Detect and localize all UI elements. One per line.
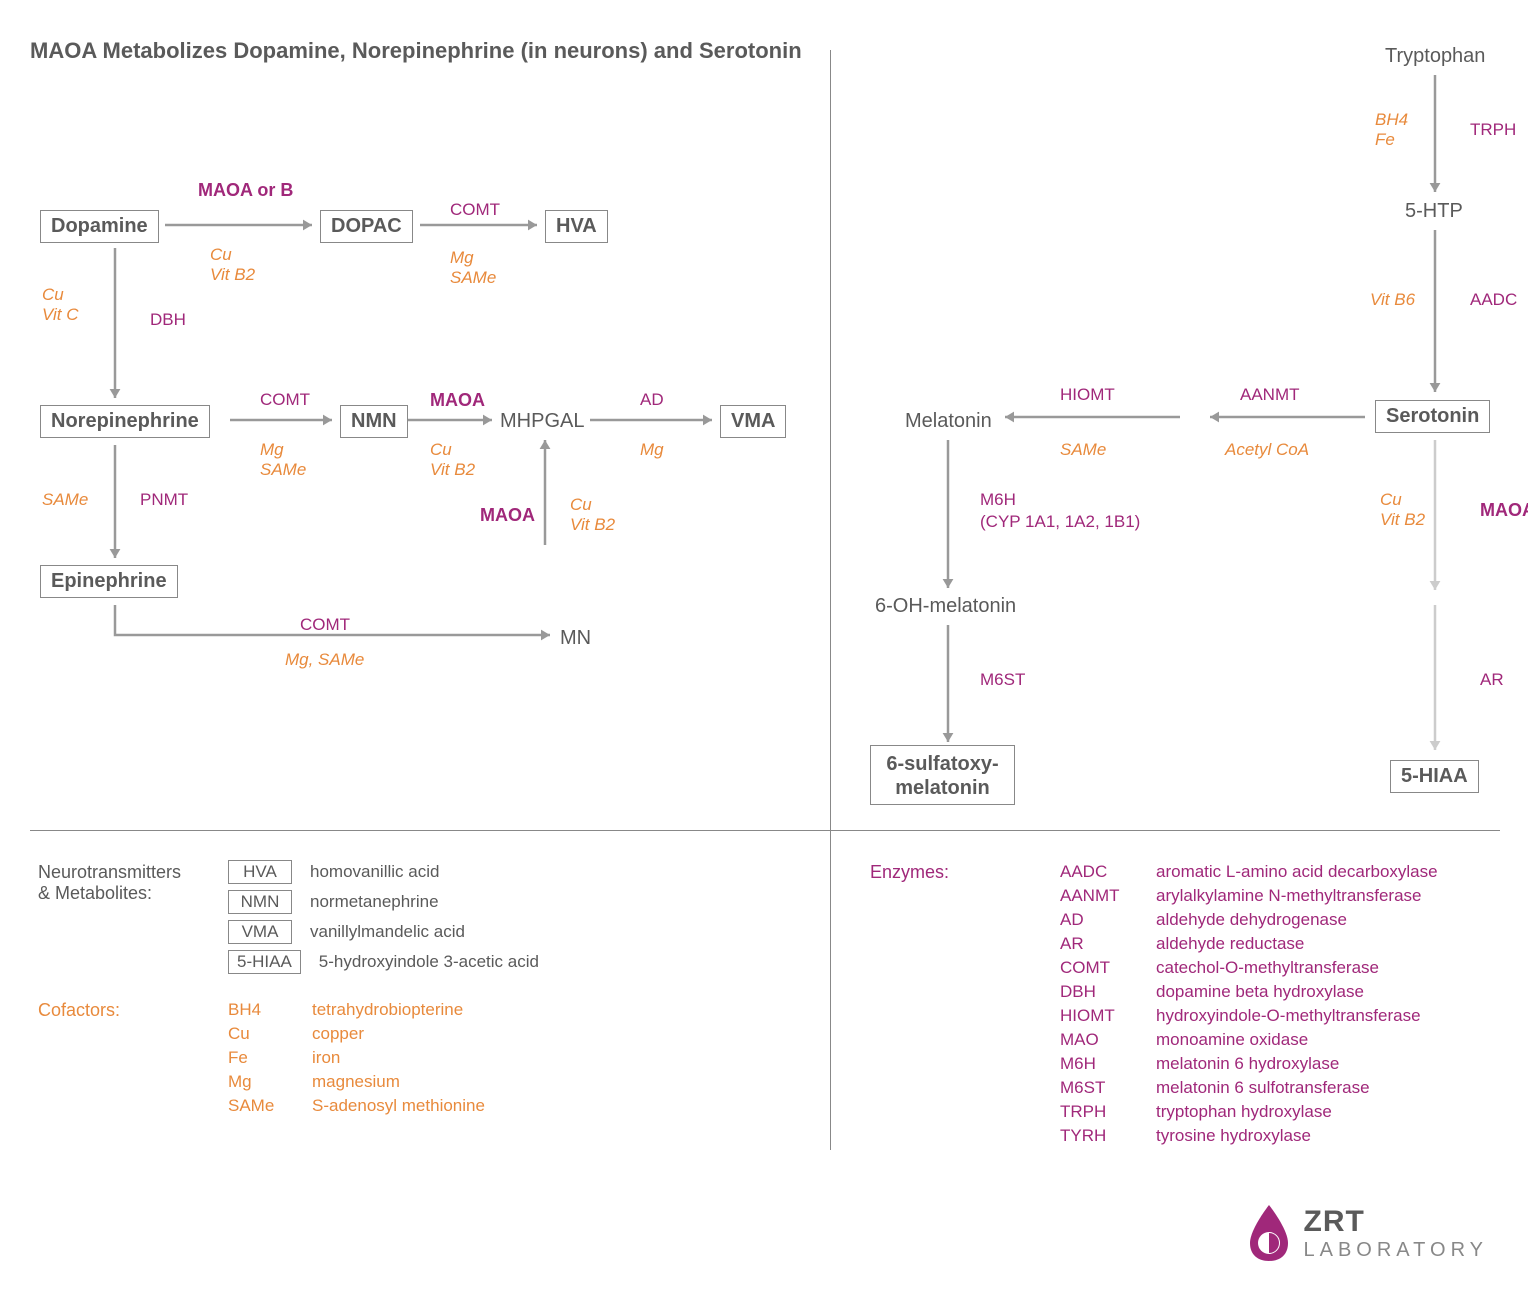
node-serotonin: Serotonin (1375, 400, 1490, 433)
logo: ZRT LABORATORY (1244, 1203, 1489, 1263)
cofactor-cu_vitc: CuVit C (42, 285, 79, 325)
legend-enz-comt: COMTcatechol-O-methyltransferase (1060, 958, 1379, 978)
vertical-divider (830, 50, 831, 1150)
cofactor-cu_vitb2_1: CuVit B2 (210, 245, 255, 285)
legend-met-5-hiaa: 5-HIAA5-hydroxyindole 3-acetic acid (228, 950, 539, 974)
cofactor-vitb6: Vit B6 (1370, 290, 1415, 310)
legend-metabolites-header: Neurotransmitters & Metabolites: (38, 862, 181, 904)
cofactor-same_1: SAMe (42, 490, 88, 510)
legend-enz-tyrh: TYRHtyrosine hydroxylase (1060, 1126, 1311, 1146)
horizontal-divider (30, 830, 1500, 831)
cofactor-mg_same_3: Mg, SAMe (285, 650, 364, 670)
enzyme-m6st: M6ST (980, 670, 1025, 690)
legend-met-hva: HVAhomovanillic acid (228, 860, 439, 884)
cofactor-cu_vitb2_4: CuVit B2 (1380, 490, 1425, 530)
node-melatonin: Melatonin (905, 410, 992, 433)
legend-enz-dbh: DBHdopamine beta hydroxylase (1060, 982, 1364, 1002)
legend-enz-m6st: M6STmelatonin 6 sulfotransferase (1060, 1078, 1370, 1098)
legend-met-nmn: NMNnormetanephrine (228, 890, 439, 914)
enzyme-aadc: AADC (1470, 290, 1517, 310)
legend-cof-cu: Cucopper (228, 1024, 364, 1044)
legend-cofactors-header: Cofactors: (38, 1000, 120, 1021)
node-fivehtp: 5-HTP (1405, 200, 1463, 223)
enzyme-ar: AR (1480, 670, 1504, 690)
enzyme-maoa2: MAOA (480, 505, 535, 526)
node-norepinephrine: Norepinephrine (40, 405, 210, 438)
legend-enz-ar: ARaldehyde reductase (1060, 934, 1304, 954)
node-sixoh: 6-OH-melatonin (875, 595, 1016, 618)
node-epinephrine: Epinephrine (40, 565, 178, 598)
cofactor-acetylcoa: Acetyl CoA (1225, 440, 1309, 460)
legend-enz-hiomt: HIOMThydroxyindole-O-methyltransferase (1060, 1006, 1421, 1026)
enzyme-aanmt: AANMT (1240, 385, 1300, 405)
cofactor-bh4_fe: BH4Fe (1375, 110, 1408, 150)
cofactor-mg_same_2: MgSAMe (260, 440, 306, 480)
legend-enz-trph: TRPHtryptophan hydroxylase (1060, 1102, 1332, 1122)
cofactor-mg_same_1: MgSAMe (450, 248, 496, 288)
enzyme-maoa3: MAOA (1480, 500, 1528, 521)
node-mhpgal: MHPGAL (500, 410, 584, 433)
legend-enzymes-header: Enzymes: (870, 862, 949, 883)
enzyme-maoa_or_b: MAOA or B (198, 180, 293, 201)
enzyme-trph: TRPH (1470, 120, 1516, 140)
enzyme-m6h: M6H (980, 490, 1016, 510)
node-hva: HVA (545, 210, 608, 243)
enzyme-ad: AD (640, 390, 664, 410)
logo-line1: ZRT (1304, 1205, 1489, 1239)
enzyme-m6h_cyp: (CYP 1A1, 1A2, 1B1) (980, 512, 1140, 532)
legend-enz-aanmt: AANMTarylalkylamine N-methyltransferase (1060, 886, 1421, 906)
legend-enz-m6h: M6Hmelatonin 6 hydroxylase (1060, 1054, 1339, 1074)
node-sulfatoxy-l2: melatonin (895, 777, 989, 799)
node-fivehiaa: 5-HIAA (1390, 760, 1479, 793)
cofactor-cu_vitb2_2: CuVit B2 (430, 440, 475, 480)
node-dopamine: Dopamine (40, 210, 159, 243)
node-vma: VMA (720, 405, 786, 438)
legend-cof-mg: Mgmagnesium (228, 1072, 400, 1092)
legend-enz-aadc: AADCaromatic L-amino acid decarboxylase (1060, 862, 1438, 882)
enzyme-maoa1: MAOA (430, 390, 485, 411)
node-dopac: DOPAC (320, 210, 413, 243)
enzyme-dbh: DBH (150, 310, 186, 330)
node-sulfatoxy-l1: 6-sulfatoxy- (886, 753, 998, 775)
enzyme-comt1: COMT (450, 200, 500, 220)
legend-enz-mao: MAOmonoamine oxidase (1060, 1030, 1308, 1050)
logo-icon (1244, 1203, 1294, 1263)
node-tryptophan: Tryptophan (1385, 45, 1485, 68)
node-sulfatoxy: 6-sulfatoxy- melatonin (870, 745, 1015, 805)
cofactor-cu_vitb2_3: CuVit B2 (570, 495, 615, 535)
node-mn: MN (560, 627, 591, 650)
node-nmn: NMN (340, 405, 408, 438)
enzyme-comt3: COMT (300, 615, 350, 635)
cofactor-same_2: SAMe (1060, 440, 1106, 460)
legend-enz-ad: ADaldehyde dehydrogenase (1060, 910, 1347, 930)
diagram-title: MAOA Metabolizes Dopamine, Norepinephrin… (30, 38, 802, 64)
legend-met-vma: VMAvanillylmandelic acid (228, 920, 465, 944)
enzyme-hiomt: HIOMT (1060, 385, 1115, 405)
legend-cof-bh4: BH4tetrahydrobiopterine (228, 1000, 463, 1020)
legend-cof-same: SAMeS-adenosyl methionine (228, 1096, 485, 1116)
legend-cof-fe: Feiron (228, 1048, 340, 1068)
logo-line2: LABORATORY (1304, 1239, 1489, 1262)
enzyme-pnmt: PNMT (140, 490, 188, 510)
cofactor-mg_1: Mg (640, 440, 664, 460)
enzyme-comt2: COMT (260, 390, 310, 410)
